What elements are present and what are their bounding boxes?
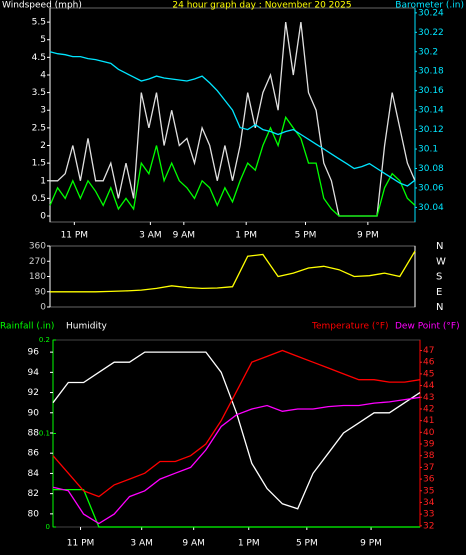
y-tick-label: 80: [28, 509, 40, 519]
x-tick-label: 5 PM: [296, 539, 318, 549]
y2-tick-label: 30.14: [418, 106, 444, 116]
y2-tick-label: N: [436, 302, 443, 313]
y-label: Windspeed (mph): [2, 1, 82, 11]
y2-tick-label: 33: [423, 510, 434, 520]
plot-frame: [49, 7, 416, 223]
y2-tick-label: 30.1: [418, 145, 438, 155]
chart-title: 24 hour graph day : November 20 2025: [172, 1, 351, 11]
y-tick-label: 3.5: [32, 88, 46, 98]
y-tick-label: 0: [40, 303, 46, 313]
series-line: [52, 351, 421, 510]
y-tick-label: 92: [28, 388, 39, 398]
y2-label: Barometer (.in): [395, 1, 464, 11]
y-tick-label: 86: [28, 449, 40, 459]
series-line: [52, 396, 421, 525]
series-line: [50, 22, 416, 217]
y2-tick-label: S: [436, 272, 442, 283]
y-tick-label: 82: [28, 489, 39, 499]
series-line: [53, 488, 420, 528]
y-tick-label: 5.5: [32, 18, 46, 28]
y2-tick-label: 30.06: [418, 183, 444, 193]
x-tick-label: 5 PM: [295, 231, 317, 241]
y2-tick-label: 41: [423, 416, 434, 426]
y2-tick-label: 39: [423, 440, 435, 450]
y-tick-label: 5: [40, 35, 46, 45]
x-tick-label: 1 PM: [238, 539, 260, 549]
y2-tick-label: 30.24: [418, 8, 444, 18]
y2-tick-label: 44: [423, 381, 435, 391]
y2-tick-label: 30.08: [418, 164, 444, 174]
y2-tick-label: 35: [423, 486, 434, 496]
y2-tick-label: 30.22: [418, 28, 444, 38]
y-tick-label: 0: [40, 212, 46, 222]
y3-tick-label: 0: [46, 523, 50, 531]
y-tick-label: 88: [28, 428, 40, 438]
plot-frame: [52, 339, 421, 528]
y2-tick-label: 34: [423, 498, 435, 508]
y2-tick-label: 38: [423, 451, 435, 461]
legend-label: Rainfall (.in): [0, 322, 54, 332]
legend-label: Humidity: [66, 322, 107, 332]
y2-tick-label: E: [436, 287, 442, 298]
y-tick-label: 3: [40, 106, 46, 116]
x-tick-label: 11 PM: [67, 539, 95, 549]
y-tick-label: 270: [29, 257, 46, 267]
y2-tick-label: 30.12: [418, 125, 444, 135]
y-tick-label: 1.5: [32, 159, 46, 169]
y3-tick-label: 0.2: [39, 336, 50, 344]
series-line: [50, 250, 416, 293]
x-tick-label: 1 PM: [235, 231, 257, 241]
y2-tick-label: 42: [423, 404, 434, 414]
x-tick-label: 9 AM: [173, 231, 196, 241]
y2-tick-label: 36: [423, 475, 435, 485]
y3-tick-label: 0.1: [39, 430, 50, 438]
y2-tick-label: 30.04: [418, 203, 444, 213]
legend-label: Temperature (°F): [311, 322, 389, 332]
y-tick-label: 360: [29, 242, 46, 252]
y2-tick-label: 40: [423, 428, 435, 438]
x-tick-label: 11 PM: [61, 231, 89, 241]
series-line: [49, 51, 416, 187]
y2-tick-label: 30.18: [418, 67, 444, 77]
series-line: [52, 349, 421, 498]
y2-tick-label: 30.2: [418, 47, 438, 57]
y2-tick-label: N: [436, 241, 443, 252]
y2-tick-label: 47: [423, 346, 434, 356]
x-tick-label: 9 PM: [357, 231, 379, 241]
x-tick-label: 3 AM: [130, 539, 153, 549]
y-tick-label: 180: [29, 272, 46, 282]
y-tick-label: 2.5: [32, 123, 46, 133]
y2-tick-label: 30.16: [418, 86, 444, 96]
y2-tick-label: W: [436, 256, 446, 267]
y-tick-label: 0.5: [32, 194, 46, 204]
x-tick-label: 9 AM: [182, 539, 205, 549]
y2-tick-label: 32: [423, 521, 434, 531]
y2-tick-label: 37: [423, 463, 434, 473]
y2-tick-label: 43: [423, 393, 434, 403]
y-tick-label: 4.5: [32, 53, 46, 63]
y-tick-label: 96: [28, 348, 40, 358]
y-tick-label: 94: [28, 368, 40, 378]
y-tick-label: 90: [28, 408, 40, 418]
x-tick-label: 3 AM: [139, 231, 162, 241]
y-tick-label: 84: [28, 469, 40, 479]
x-tick-label: 9 PM: [360, 539, 382, 549]
y-tick-label: 2: [40, 141, 46, 151]
legend-label: Dew Point (°F): [395, 322, 460, 332]
y2-tick-label: 46: [423, 358, 435, 368]
y2-tick-label: 45: [423, 369, 434, 379]
y-tick-label: 90: [35, 287, 47, 297]
series-line: [49, 115, 416, 217]
y-tick-label: 4: [40, 70, 46, 80]
y-tick-label: 1: [40, 176, 46, 186]
